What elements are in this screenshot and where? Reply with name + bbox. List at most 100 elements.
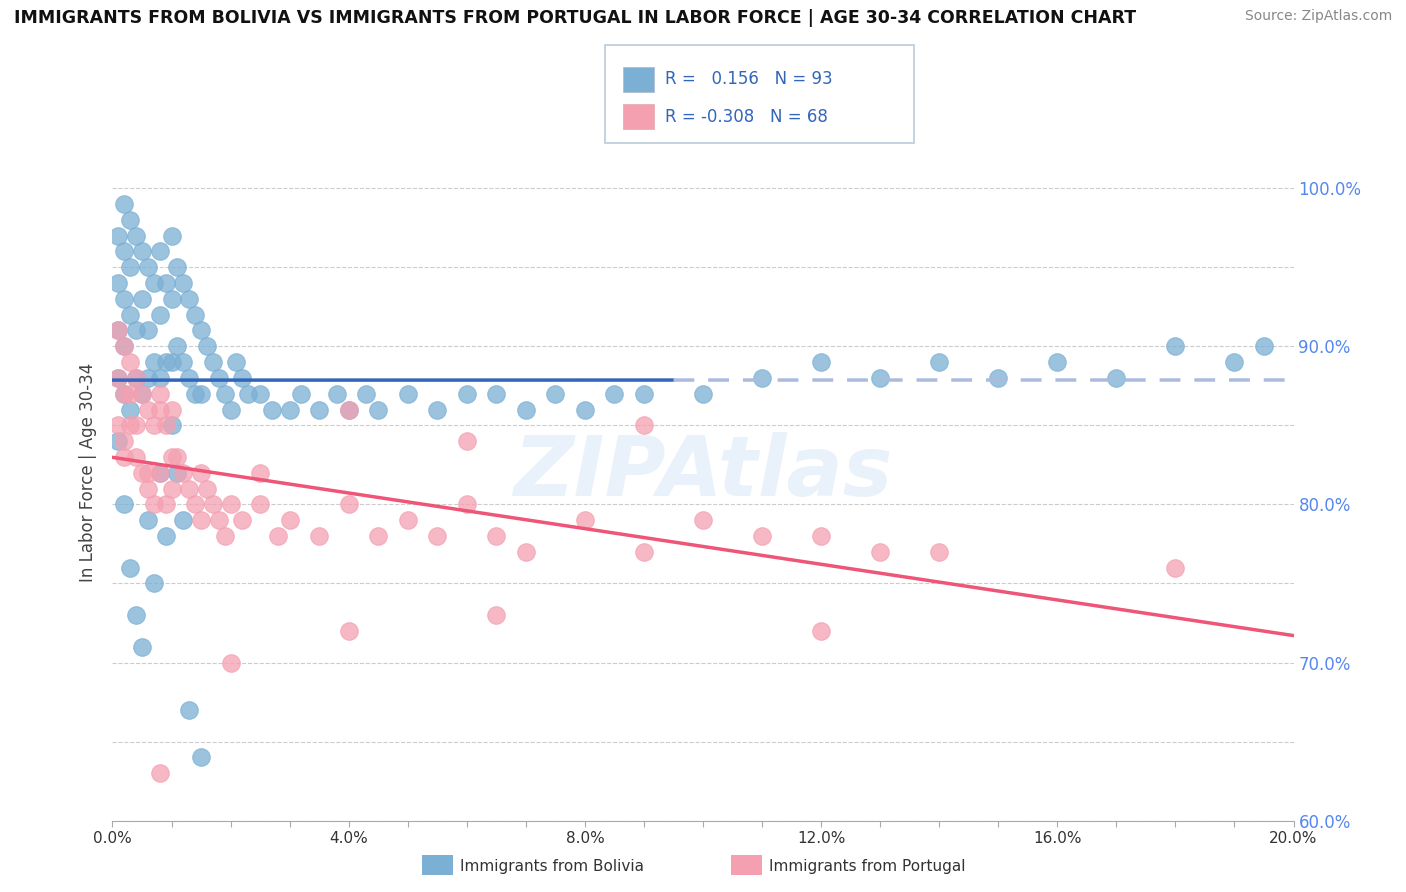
Point <box>120 260 142 275</box>
Point <box>172 355 194 369</box>
Point <box>214 386 236 401</box>
Point <box>107 371 129 385</box>
Point <box>928 545 950 559</box>
Point <box>120 308 142 322</box>
Point <box>485 608 508 623</box>
Point <box>179 371 201 385</box>
Point <box>928 355 950 369</box>
Point <box>190 750 212 764</box>
Point <box>456 434 478 449</box>
Point <box>112 244 135 259</box>
Point <box>190 386 212 401</box>
Point <box>120 212 142 227</box>
Point <box>142 418 165 433</box>
Point <box>160 355 183 369</box>
Point <box>131 386 153 401</box>
Point <box>337 402 360 417</box>
Point <box>155 529 177 543</box>
Point <box>987 371 1010 385</box>
Point <box>249 497 271 511</box>
Point <box>142 355 165 369</box>
Point <box>160 450 183 464</box>
Point <box>112 450 135 464</box>
Point <box>208 371 231 385</box>
Point <box>160 402 183 417</box>
Point <box>166 260 188 275</box>
Point <box>179 703 201 717</box>
Text: Source: ZipAtlas.com: Source: ZipAtlas.com <box>1244 9 1392 23</box>
Point <box>231 371 253 385</box>
Point <box>149 402 172 417</box>
Point <box>172 466 194 480</box>
Point <box>125 608 148 623</box>
Point <box>166 466 188 480</box>
Point <box>337 402 360 417</box>
Point <box>120 560 142 574</box>
Point <box>172 513 194 527</box>
Point <box>112 434 135 449</box>
Point <box>120 418 142 433</box>
Point <box>515 402 537 417</box>
Point <box>1046 355 1069 369</box>
Point <box>214 529 236 543</box>
Point <box>692 513 714 527</box>
Point <box>692 386 714 401</box>
Point <box>396 386 419 401</box>
Point <box>131 466 153 480</box>
Point <box>179 482 201 496</box>
Point <box>201 497 224 511</box>
Point <box>107 276 129 290</box>
Point <box>260 402 283 417</box>
Point <box>136 323 159 337</box>
Text: IMMIGRANTS FROM BOLIVIA VS IMMIGRANTS FROM PORTUGAL IN LABOR FORCE | AGE 30-34 C: IMMIGRANTS FROM BOLIVIA VS IMMIGRANTS FR… <box>14 9 1136 27</box>
Point <box>869 545 891 559</box>
Point <box>426 529 449 543</box>
Point <box>190 323 212 337</box>
Point <box>160 418 183 433</box>
Text: Immigrants from Bolivia: Immigrants from Bolivia <box>460 859 644 873</box>
Point <box>603 386 626 401</box>
Point <box>107 323 129 337</box>
Point <box>112 339 135 353</box>
Point <box>166 450 188 464</box>
Point <box>195 482 218 496</box>
Point <box>249 386 271 401</box>
Point <box>149 386 172 401</box>
Point <box>1164 560 1187 574</box>
Point <box>326 386 349 401</box>
Point <box>751 371 773 385</box>
Point <box>131 386 153 401</box>
Point <box>142 576 165 591</box>
Text: ZIPAtlas: ZIPAtlas <box>513 433 893 513</box>
Point <box>112 386 135 401</box>
Point <box>456 386 478 401</box>
Point <box>574 402 596 417</box>
Point <box>136 513 159 527</box>
Point <box>179 292 201 306</box>
Point <box>337 624 360 638</box>
Point <box>278 513 301 527</box>
Point <box>112 339 135 353</box>
Point <box>107 434 129 449</box>
Point <box>107 371 129 385</box>
Point <box>751 529 773 543</box>
Point <box>278 402 301 417</box>
Point <box>172 276 194 290</box>
Point <box>120 402 142 417</box>
Point <box>208 513 231 527</box>
Point <box>155 418 177 433</box>
Point <box>184 386 207 401</box>
Point <box>149 466 172 480</box>
Point <box>810 529 832 543</box>
Text: Immigrants from Portugal: Immigrants from Portugal <box>769 859 966 873</box>
Point <box>184 308 207 322</box>
Point <box>112 292 135 306</box>
Point <box>160 482 183 496</box>
Point <box>107 418 129 433</box>
Point <box>107 323 129 337</box>
Point <box>544 386 567 401</box>
Point <box>149 244 172 259</box>
Point <box>155 276 177 290</box>
Point <box>166 339 188 353</box>
Point <box>485 386 508 401</box>
